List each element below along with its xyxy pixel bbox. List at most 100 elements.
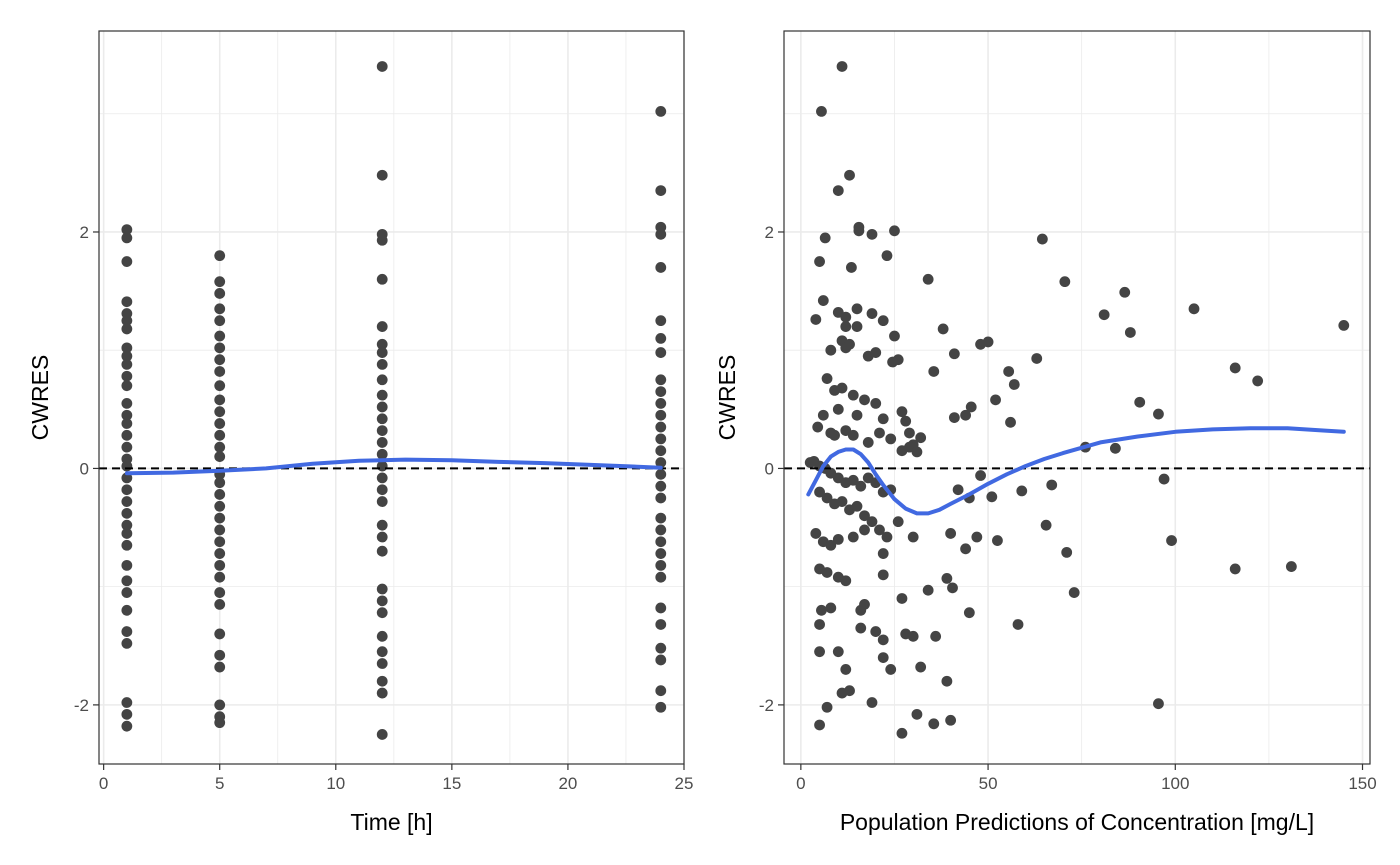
panel2-point [960, 409, 972, 421]
panel2-point [1036, 233, 1048, 245]
panel1-point [655, 409, 667, 421]
panel1-point [655, 480, 667, 492]
panel1-point [376, 658, 388, 669]
panel2-point [840, 311, 852, 323]
panel2-point [859, 524, 870, 536]
panel1-point [214, 303, 226, 315]
panel1-point [121, 539, 133, 551]
panel2-point [1059, 276, 1071, 288]
panel1-point [121, 604, 133, 616]
panel1-point [376, 583, 388, 595]
panel1-point [214, 559, 226, 571]
panel1-point [214, 406, 226, 418]
panel2-point [877, 652, 889, 663]
panel2-point [817, 409, 829, 421]
panel2-x-tick-label: 0 [796, 774, 805, 793]
panel2-point [1166, 535, 1177, 546]
panel1-background [99, 31, 684, 764]
panel1-point [214, 366, 226, 377]
panel2-point [851, 409, 863, 421]
panel2-point [821, 567, 833, 578]
panel2-x-tick-label: 50 [979, 774, 998, 793]
panel2-point [948, 348, 960, 360]
panel1-x-tick-label: 20 [558, 774, 577, 793]
panel1-point [376, 448, 388, 460]
panel1-y-tick-label: 2 [80, 223, 89, 242]
panel2-point [941, 572, 953, 584]
panel1-point [121, 626, 133, 637]
panel1-point [655, 654, 667, 666]
panel2-point [844, 685, 855, 697]
panel1-point [376, 675, 388, 687]
panel1-x-tick-label: 10 [326, 774, 345, 793]
panel1-point [655, 512, 667, 524]
panel1-point [376, 437, 388, 448]
panel1-point [121, 587, 133, 598]
panel1-point [121, 409, 133, 421]
panel2-point [847, 429, 859, 441]
panel2-point [851, 321, 863, 332]
panel1-y-tick-label: -2 [74, 696, 89, 715]
panel1-point [655, 374, 667, 386]
panel2-point [832, 533, 844, 545]
panel2-point [960, 543, 972, 555]
panel2-point [810, 314, 822, 325]
panel1-point [121, 296, 133, 308]
panel1-point [655, 619, 667, 630]
panel1-point [214, 429, 226, 441]
panel2-point [853, 225, 865, 237]
panel2-point [862, 437, 874, 448]
panel2-point [855, 480, 867, 492]
panel2-point [952, 484, 964, 496]
panel2-point [829, 385, 840, 396]
panel1-point [655, 445, 667, 457]
panel2-point [840, 321, 852, 332]
panel2-background [784, 31, 1370, 764]
panel1-point [655, 492, 667, 504]
panel1-point [214, 524, 226, 536]
panel1-point [655, 685, 667, 697]
panel2-point [825, 602, 837, 614]
time-panel: 0 5 10 15 20 25 -2 0 2 Time [h] CWRES [27, 30, 693, 835]
panel2-point [840, 575, 852, 587]
panel2-point [885, 664, 897, 675]
panel2-point [922, 273, 934, 285]
panel2-point [1040, 519, 1052, 531]
panel1-point [655, 524, 667, 536]
panel1-point [214, 717, 226, 729]
panel1-point [376, 496, 388, 507]
panel1-point [214, 451, 226, 463]
panel2-point [904, 427, 915, 439]
panel1-point [121, 224, 133, 236]
panel2-point [986, 491, 998, 503]
panel1-point [655, 701, 667, 713]
panel2-point [975, 470, 986, 481]
panel1-point [655, 228, 667, 240]
panel2-point [851, 500, 863, 512]
panel1-point [121, 519, 133, 531]
panel2-point [866, 697, 878, 708]
panel1-point [655, 315, 667, 327]
panel2-point [877, 634, 889, 646]
panel2-point [892, 516, 904, 528]
panel1-point [121, 380, 133, 392]
panel1-point [655, 642, 667, 654]
panel1-point [376, 519, 388, 531]
panel1-x-axis-title: Time [h] [350, 809, 432, 835]
panel2-point [866, 516, 878, 528]
panel1-point [376, 729, 388, 740]
panel2-point [941, 675, 953, 687]
panel2-point [1098, 309, 1110, 321]
panel1-x-tick-label: 15 [442, 774, 461, 793]
panel1-point [655, 468, 667, 480]
panel2-point [840, 342, 852, 354]
panel2-point [896, 406, 908, 418]
panel1-point [655, 332, 667, 344]
panel2-point [992, 535, 1003, 546]
panel1-y-axis-title: CWRES [27, 355, 53, 441]
panel2-point [877, 315, 889, 327]
panel2-point [887, 356, 898, 368]
panel1-point [655, 347, 667, 358]
panel1-point [655, 185, 667, 197]
